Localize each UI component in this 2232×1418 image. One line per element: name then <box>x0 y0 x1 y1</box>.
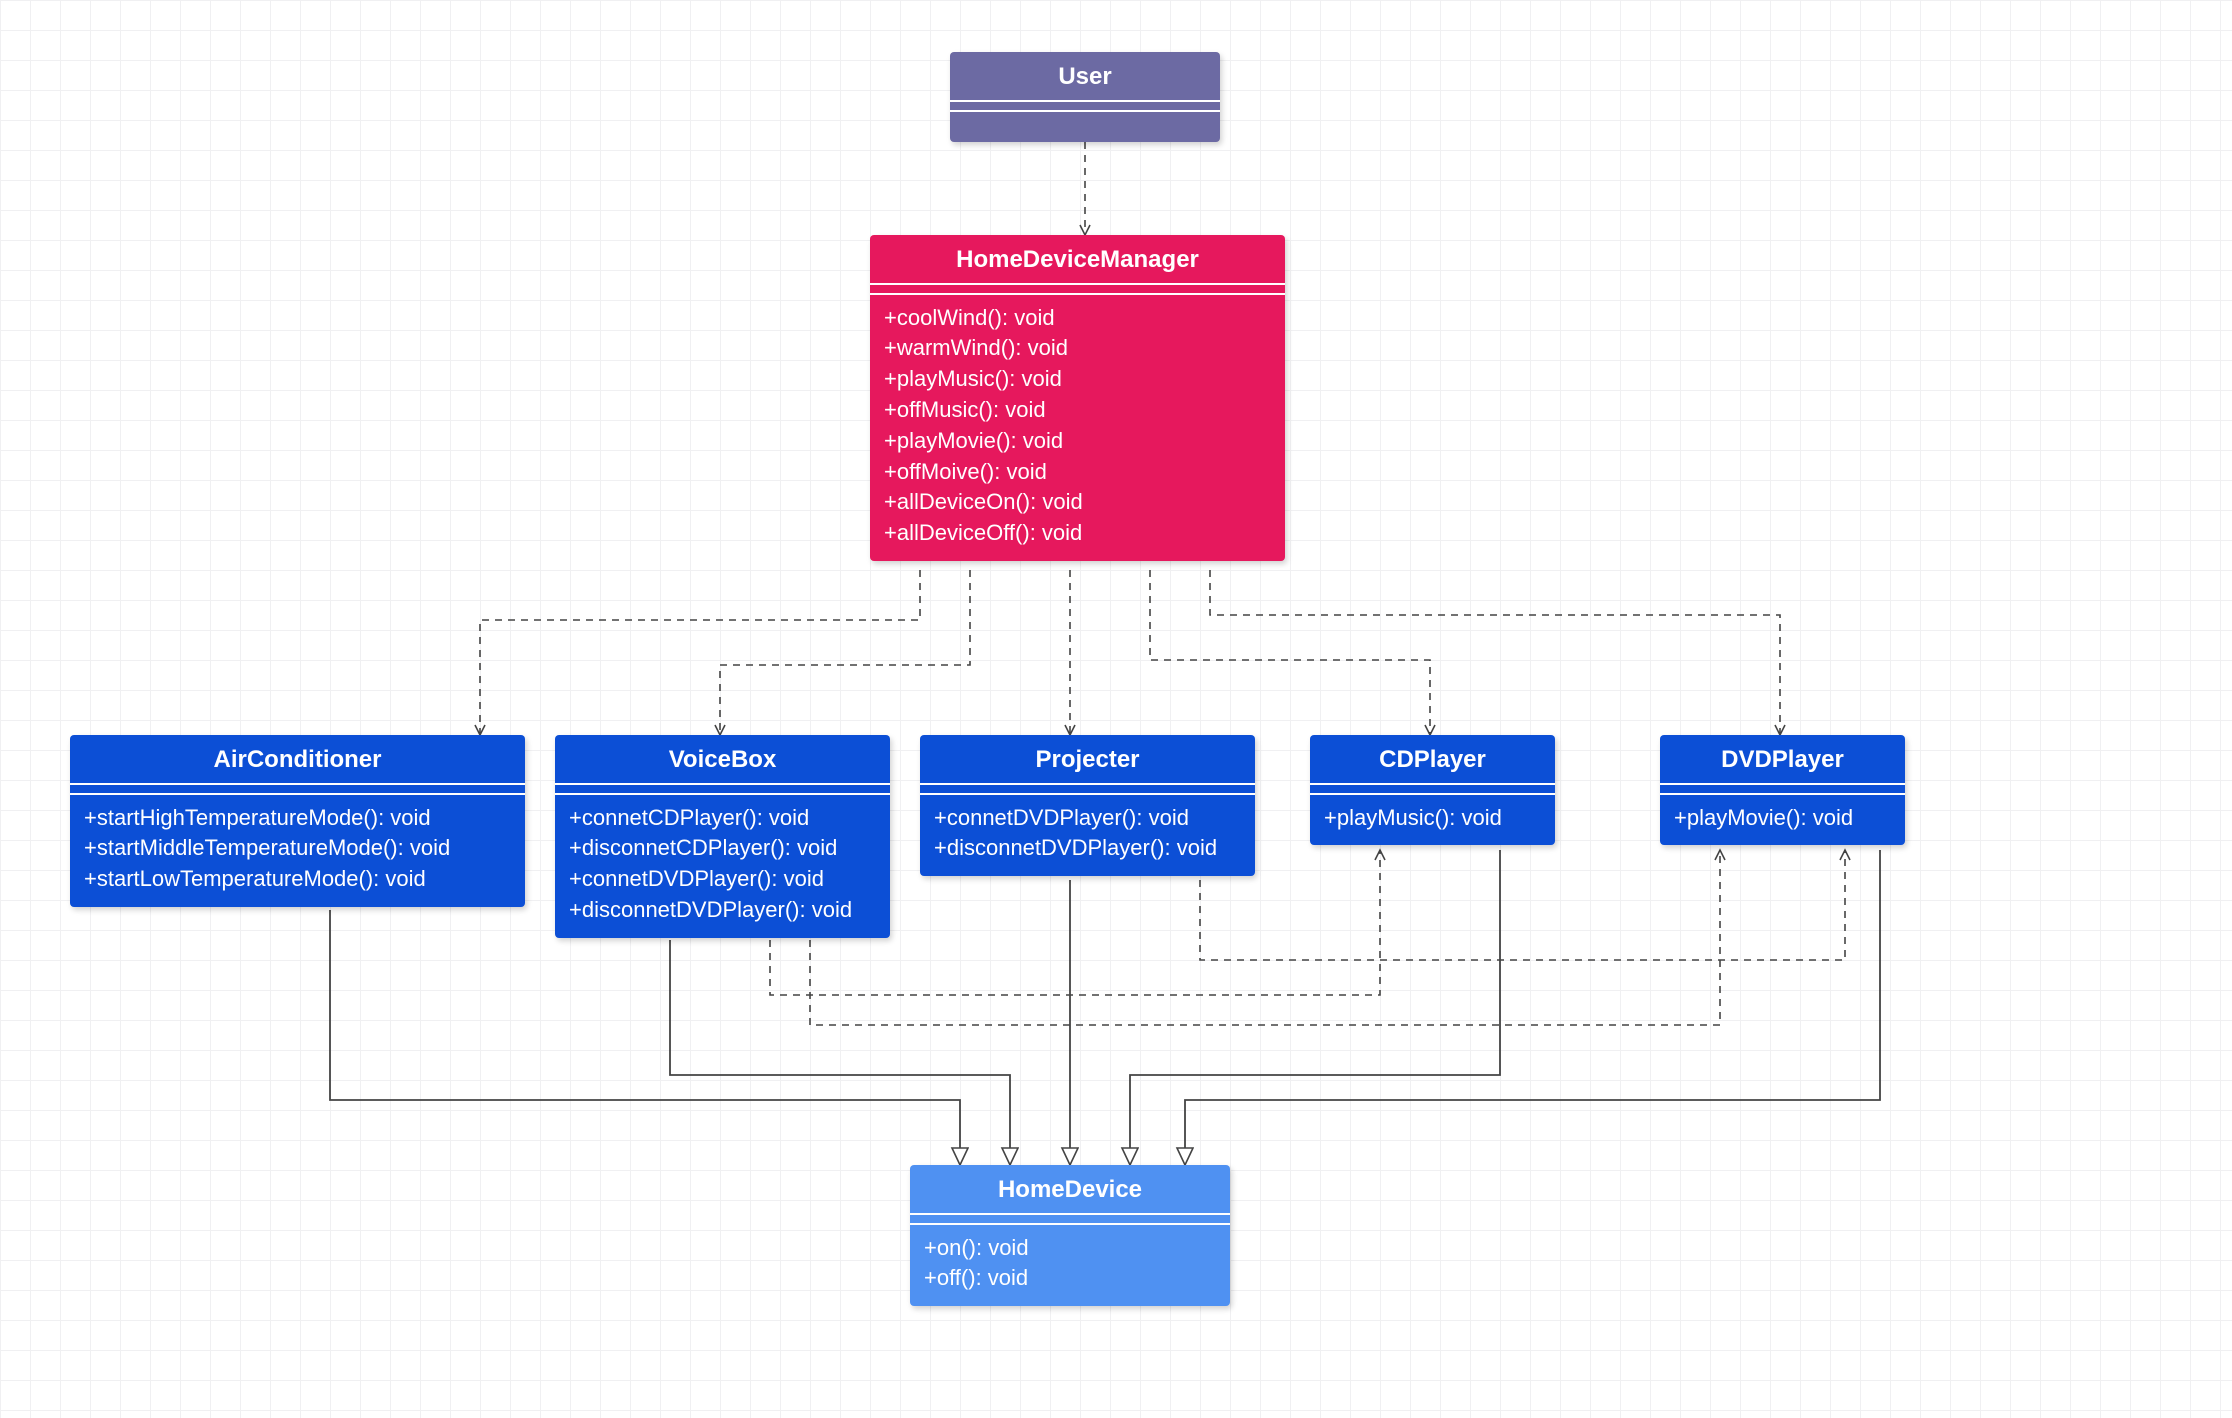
class-homedevice-title: HomeDevice <box>910 1165 1230 1213</box>
class-airconditioner[interactable]: AirConditioner +startHighTemperatureMode… <box>70 735 525 907</box>
class-airconditioner-methods: +startHighTemperatureMode(): void +start… <box>70 795 525 907</box>
class-user-title: User <box>950 52 1220 100</box>
edge-voicebox-dvdplayer <box>810 850 1720 1025</box>
class-user[interactable]: User <box>950 52 1220 142</box>
class-cdplayer-title: CDPlayer <box>1310 735 1555 783</box>
class-manager-methods: +coolWind(): void +warmWind(): void +pla… <box>870 295 1285 561</box>
class-cdplayer[interactable]: CDPlayer +playMusic(): void <box>1310 735 1555 845</box>
edge-cdplayer-homedevice <box>1130 850 1500 1165</box>
edge-projecter-dvdplayer <box>1200 850 1845 960</box>
edge-manager-airconditioner <box>480 570 920 735</box>
class-manager[interactable]: HomeDeviceManager +coolWind(): void +war… <box>870 235 1285 561</box>
class-homedevice[interactable]: HomeDevice +on(): void +off(): void <box>910 1165 1230 1306</box>
class-voicebox-methods: +connetCDPlayer(): void +disconnetCDPlay… <box>555 795 890 938</box>
diagram-canvas: User HomeDeviceManager +coolWind(): void… <box>0 0 2232 1418</box>
class-dvdplayer-methods: +playMovie(): void <box>1660 795 1905 846</box>
class-projecter[interactable]: Projecter +connetDVDPlayer(): void +disc… <box>920 735 1255 876</box>
edge-manager-cdplayer <box>1150 570 1430 735</box>
class-homedevice-methods: +on(): void +off(): void <box>910 1225 1230 1307</box>
class-dvdplayer-title: DVDPlayer <box>1660 735 1905 783</box>
edge-airconditioner-homedevice <box>330 910 960 1165</box>
class-projecter-methods: +connetDVDPlayer(): void +disconnetDVDPl… <box>920 795 1255 877</box>
edge-voicebox-homedevice <box>670 940 1010 1165</box>
edge-manager-dvdplayer <box>1210 570 1780 735</box>
edge-manager-voicebox <box>720 570 970 735</box>
class-voicebox-title: VoiceBox <box>555 735 890 783</box>
class-cdplayer-methods: +playMusic(): void <box>1310 795 1555 846</box>
class-voicebox[interactable]: VoiceBox +connetCDPlayer(): void +discon… <box>555 735 890 938</box>
edge-dvdplayer-homedevice <box>1185 850 1880 1165</box>
class-airconditioner-title: AirConditioner <box>70 735 525 783</box>
class-projecter-title: Projecter <box>920 735 1255 783</box>
class-manager-title: HomeDeviceManager <box>870 235 1285 283</box>
class-dvdplayer[interactable]: DVDPlayer +playMovie(): void <box>1660 735 1905 845</box>
